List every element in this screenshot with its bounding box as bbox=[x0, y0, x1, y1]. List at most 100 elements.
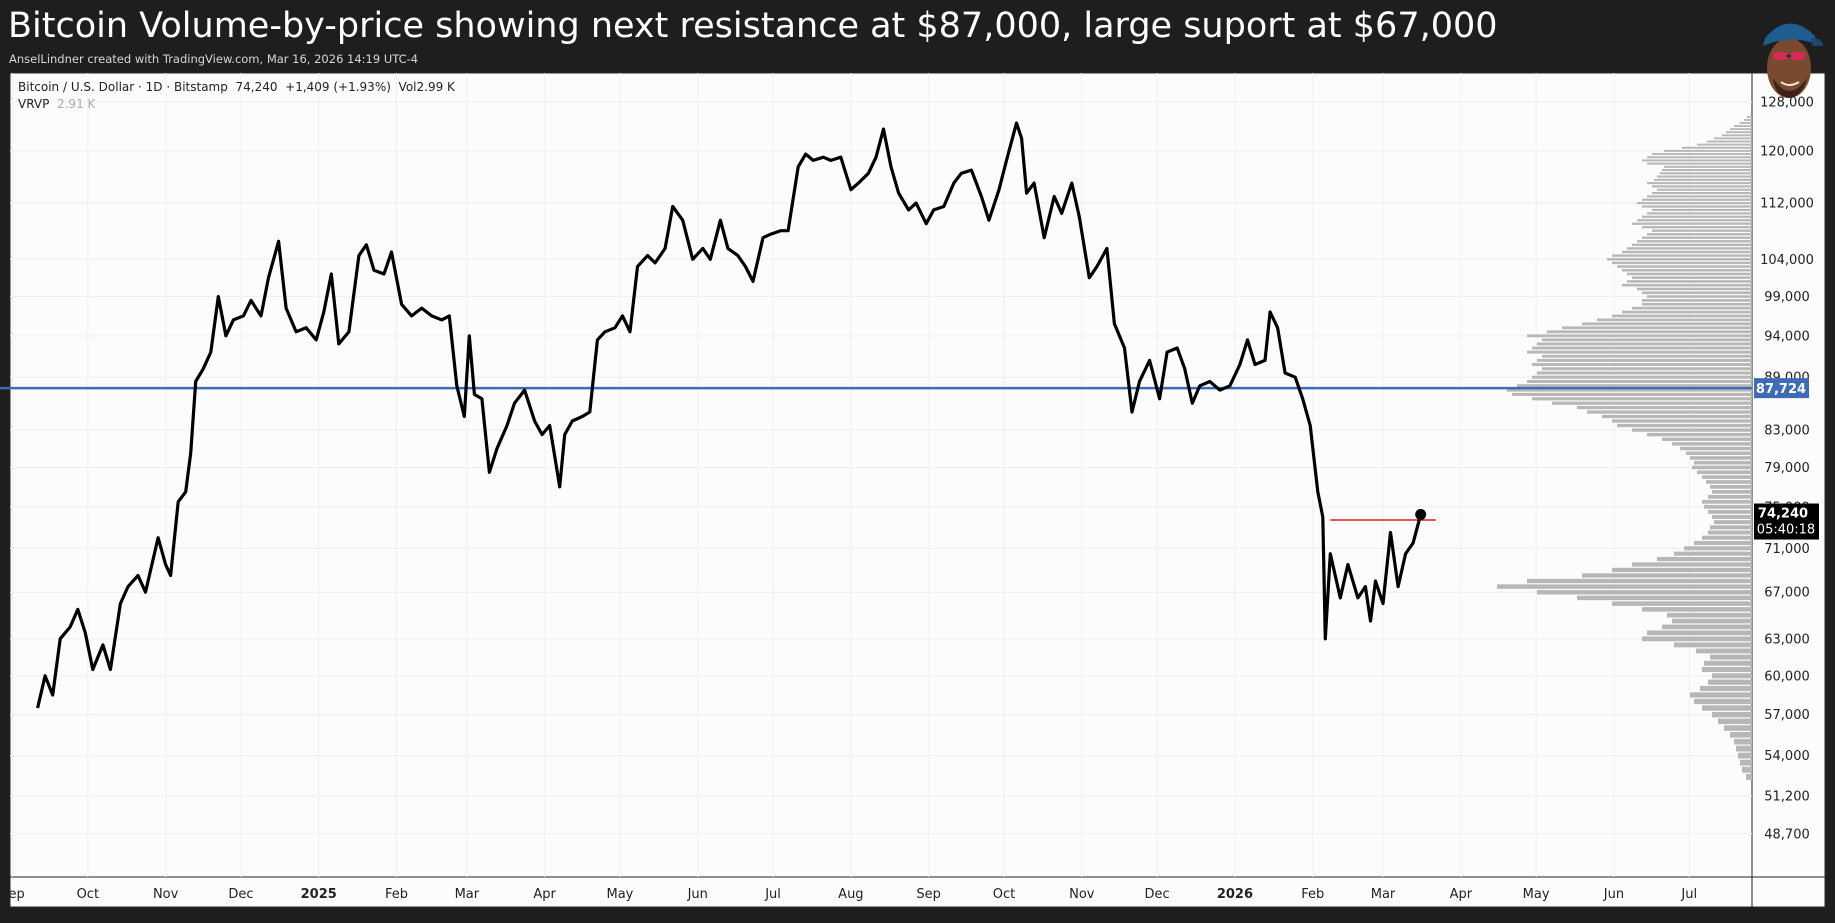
time-tick-label: Nov bbox=[153, 887, 179, 902]
price-tick-label: 112,000 bbox=[1760, 197, 1814, 212]
volume-bar bbox=[1694, 698, 1752, 705]
volume-bar bbox=[1654, 178, 1752, 181]
volume-bar bbox=[1710, 654, 1752, 660]
volume-bar bbox=[1694, 540, 1752, 546]
volume-bar bbox=[1692, 465, 1752, 470]
volume-bar bbox=[1742, 766, 1752, 773]
time-axis[interactable]: Sep Oct Nov Dec 2025 Feb Mar Apr May Jun Jul Aug Sep… bbox=[0, 887, 1697, 902]
volume-bar bbox=[1532, 375, 1752, 379]
volume-bar bbox=[1647, 195, 1752, 198]
price-tick-label: 54,000 bbox=[1764, 749, 1810, 764]
volume-bar bbox=[1708, 509, 1752, 514]
volume-bar bbox=[1672, 618, 1752, 624]
volume-bar bbox=[1647, 162, 1752, 165]
volume-bar bbox=[1602, 414, 1752, 419]
volume-bar bbox=[1542, 354, 1752, 358]
volume-bar bbox=[1712, 711, 1752, 718]
price-axis[interactable]: 128,000 120,000 112,000 104,000 99,000 94,000… bbox=[1760, 96, 1814, 843]
volume-bar bbox=[1612, 601, 1752, 606]
volume-bar bbox=[1632, 276, 1752, 279]
time-tick-label: Dec bbox=[228, 887, 253, 902]
volume-bar bbox=[1704, 660, 1752, 666]
volume-bar bbox=[1662, 169, 1752, 172]
volume-bar bbox=[1527, 350, 1752, 354]
time-tick-label: Jun bbox=[687, 887, 708, 902]
indicator-value: 2.91 K bbox=[56, 97, 96, 111]
volume-bar bbox=[1657, 188, 1752, 191]
time-tick-label: Feb bbox=[1301, 887, 1324, 902]
volume-bar bbox=[1702, 475, 1752, 479]
time-tick-label: Aug bbox=[838, 887, 863, 902]
level-price-tag bbox=[1754, 378, 1809, 399]
volume-bar bbox=[1696, 648, 1752, 654]
volume-bar bbox=[1746, 773, 1752, 780]
price-tick-label: 60,000 bbox=[1764, 669, 1810, 684]
time-tick-label: Nov bbox=[1069, 887, 1095, 902]
time-tick-label: Mar bbox=[1371, 887, 1396, 902]
grid-lines bbox=[10, 73, 1752, 877]
price-tick-label: 120,000 bbox=[1760, 144, 1814, 159]
volume-bar bbox=[1710, 525, 1752, 530]
volume-bar bbox=[1617, 265, 1752, 268]
plot-background bbox=[9, 72, 1753, 878]
volume-bar bbox=[1632, 243, 1752, 247]
time-tick-label: Jul bbox=[764, 887, 781, 902]
volume-bar bbox=[1647, 630, 1752, 636]
price-tick-label: 99,000 bbox=[1764, 290, 1810, 305]
volume-bar bbox=[1512, 392, 1752, 396]
volume-bar bbox=[1652, 208, 1752, 212]
symbol-legend[interactable]: Bitcoin / U.S. Dollar · 1D · Bitstamp 74… bbox=[18, 80, 455, 94]
volume-bar bbox=[1637, 219, 1752, 222]
volume-bar bbox=[1617, 423, 1752, 428]
volume-bar bbox=[1642, 159, 1752, 162]
indicator-legend[interactable]: VRVP 2.91 K bbox=[18, 97, 95, 111]
volume-bar bbox=[1612, 419, 1752, 423]
volume-bar bbox=[1632, 222, 1752, 225]
price-tick-label: 48,700 bbox=[1764, 827, 1810, 842]
volume-bar bbox=[1718, 718, 1752, 725]
volume-bar bbox=[1542, 367, 1752, 371]
volume-bar bbox=[1702, 499, 1752, 504]
countdown-label: 05:40:18 bbox=[1757, 523, 1815, 538]
volume-bar bbox=[1627, 272, 1752, 276]
time-tick-label: Dec bbox=[1145, 887, 1170, 902]
volume-bar bbox=[1680, 446, 1752, 451]
volume-bar bbox=[1542, 338, 1752, 342]
volume-bar bbox=[1674, 551, 1752, 556]
volume-bar bbox=[1637, 202, 1752, 205]
volume-bar bbox=[1547, 330, 1752, 334]
volume-bar bbox=[1690, 456, 1752, 460]
volume-bar bbox=[1744, 119, 1752, 121]
volume-bar bbox=[1642, 226, 1752, 229]
price-tick-label: 71,000 bbox=[1764, 542, 1810, 557]
volume-bar bbox=[1702, 705, 1752, 711]
volume-bar bbox=[1622, 283, 1752, 287]
volume-bar bbox=[1702, 666, 1752, 673]
volume-bar bbox=[1637, 287, 1752, 291]
volume-bar bbox=[1642, 198, 1752, 201]
volume-bar bbox=[1562, 326, 1752, 330]
time-tick-label: 2025 bbox=[301, 887, 337, 902]
volume-bar bbox=[1726, 131, 1752, 134]
time-tick-label: Apr bbox=[533, 887, 556, 902]
volume-bar bbox=[1700, 685, 1752, 692]
volume-bar bbox=[1686, 451, 1752, 455]
volume-bar bbox=[1736, 745, 1752, 752]
volume-bar bbox=[1722, 134, 1752, 137]
price-change: +1,409 (+1.93%) bbox=[285, 80, 391, 94]
frame-border bbox=[9, 72, 1826, 908]
volume-bar bbox=[1664, 165, 1752, 168]
volume-bar bbox=[1682, 146, 1752, 149]
volume-bar bbox=[1738, 752, 1752, 759]
price-axis-background bbox=[1752, 73, 1825, 877]
time-tick-label: Oct bbox=[993, 887, 1015, 902]
time-tick-label: Feb bbox=[385, 887, 408, 902]
volume-bar bbox=[1730, 732, 1752, 738]
volume-bar bbox=[1697, 143, 1752, 146]
volume-profile bbox=[1497, 116, 1752, 780]
volume-bar bbox=[1694, 460, 1752, 465]
volume-bar bbox=[1708, 494, 1752, 499]
volume-bar bbox=[1642, 636, 1752, 642]
